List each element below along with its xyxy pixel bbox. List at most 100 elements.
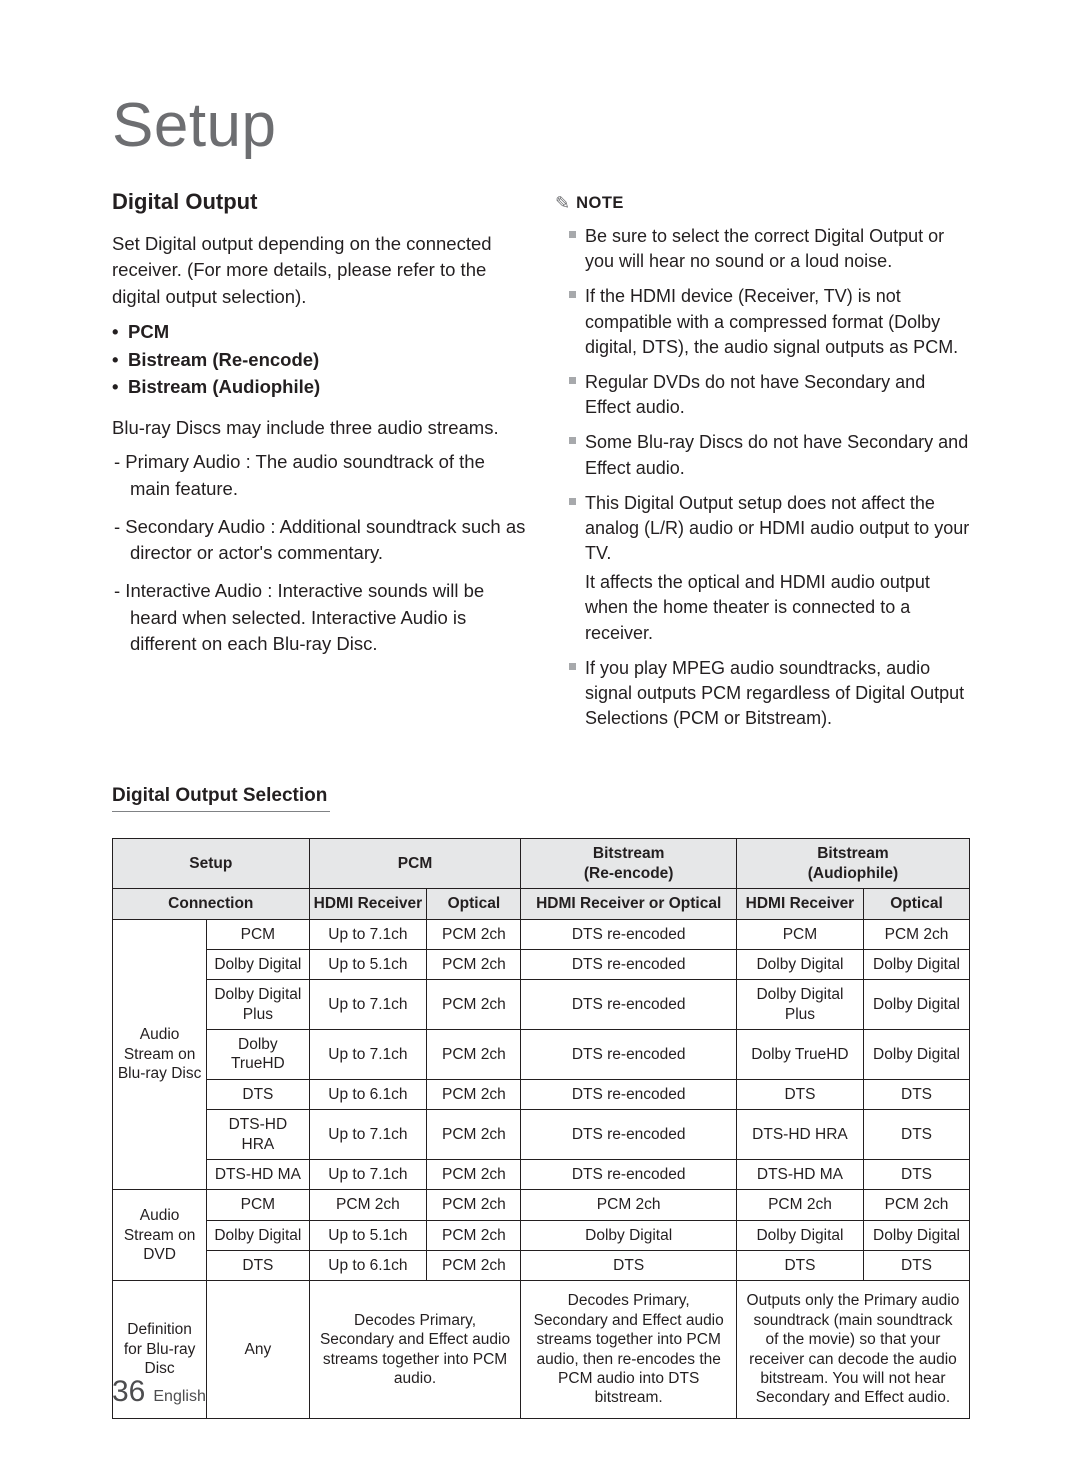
table-cell: DTS (207, 1079, 309, 1109)
table-cell: Up to 5.1ch (309, 949, 427, 979)
table-cell: PCM 2ch (427, 1159, 521, 1189)
option-list: PCM Bistream (Re-encode) Bistream (Audio… (112, 318, 527, 401)
footer: 36 English (112, 1375, 206, 1409)
note-heading: ✎ NOTE (555, 193, 970, 214)
note-continuation: It affects the optical and HDMI audio ou… (555, 570, 970, 646)
table-cell: DTS (864, 1251, 970, 1281)
left-column: Digital Output Set Digital output depend… (112, 189, 527, 741)
table-cell: Up to 7.1ch (309, 919, 427, 949)
option-item: PCM (112, 318, 527, 346)
table-row: Definition for Blu-ray DiscAnyDecodes Pr… (113, 1281, 970, 1418)
table-cell: DTS re-encoded (521, 1110, 736, 1160)
table-cell: Dolby Digital (864, 980, 970, 1030)
table-row: Dolby DigitalUp to 5.1chPCM 2chDTS re-en… (113, 949, 970, 979)
table-title: Digital Output Selection (112, 785, 327, 807)
table-body: Audio Stream on Blu-ray DiscPCMUp to 7.1… (113, 919, 970, 1418)
th-aud-hdmi: HDMI Receiver (736, 889, 863, 919)
table-cell: Dolby Digital (864, 1220, 970, 1250)
table-row: DTS-HD HRAUp to 7.1chPCM 2chDTS re-encod… (113, 1110, 970, 1160)
table-cell: Dolby TrueHD (736, 1030, 863, 1080)
table-cell: PCM 2ch (427, 1220, 521, 1250)
table-cell: Up to 7.1ch (309, 980, 427, 1030)
table-cell: PCM (207, 919, 309, 949)
title-underline (112, 811, 330, 812)
note-item: If the HDMI device (Receiver, TV) is not… (555, 284, 970, 360)
table-row: Dolby TrueHDUp to 7.1chPCM 2chDTS re-enc… (113, 1030, 970, 1080)
table-cell: PCM (736, 919, 863, 949)
table-cell: Outputs only the Primary audio soundtrac… (736, 1281, 969, 1418)
table-cell: PCM 2ch (427, 1079, 521, 1109)
table-cell: Up to 7.1ch (309, 1030, 427, 1080)
table-cell: Dolby TrueHD (207, 1030, 309, 1080)
th-bitre-conn: HDMI Receiver or Optical (521, 889, 736, 919)
th-connection: Connection (113, 889, 310, 919)
note-item: Be sure to select the correct Digital Ou… (555, 224, 970, 274)
table-cell: DTS re-encoded (521, 1030, 736, 1080)
page: Setup Digital Output Set Digital output … (0, 0, 1080, 1479)
option-item: Bistream (Re-encode) (112, 346, 527, 374)
table-row: DTS-HD MAUp to 7.1chPCM 2chDTS re-encode… (113, 1159, 970, 1189)
table-cell: PCM 2ch (864, 1190, 970, 1220)
note-item: If you play MPEG audio soundtracks, audi… (555, 656, 970, 732)
table-cell: PCM 2ch (427, 1251, 521, 1281)
stream-item: - Interactive Audio : Interactive sounds… (114, 578, 527, 657)
table-row: Dolby Digital PlusUp to 7.1chPCM 2chDTS … (113, 980, 970, 1030)
table-cell: DTS re-encoded (521, 1159, 736, 1189)
table-cell: DTS-HD MA (736, 1159, 863, 1189)
table-row: Audio Stream on Blu-ray DiscPCMUp to 7.1… (113, 919, 970, 949)
table-head: Setup PCM Bitstream(Re-encode) Bitstream… (113, 839, 970, 919)
right-column: ✎ NOTE Be sure to select the correct Dig… (555, 189, 970, 741)
section-heading: Digital Output (112, 189, 527, 215)
th-bitstream-reencode: Bitstream(Re-encode) (521, 839, 736, 889)
table-cell: Up to 7.1ch (309, 1159, 427, 1189)
th-bitstream-audiophile: Bitstream(Audiophile) (736, 839, 969, 889)
streams-intro: Blu-ray Discs may include three audio st… (112, 415, 527, 441)
table-cell: PCM 2ch (521, 1190, 736, 1220)
note-icon: ✎ (555, 193, 570, 214)
th-pcm: PCM (309, 839, 521, 889)
option-item: Bistream (Audiophile) (112, 373, 527, 401)
two-column-layout: Digital Output Set Digital output depend… (112, 189, 970, 741)
table-cell: Decodes Primary, Secondary and Effect au… (521, 1281, 736, 1418)
table-cell: Up to 7.1ch (309, 1110, 427, 1160)
note-list: Be sure to select the correct Digital Ou… (555, 224, 970, 731)
th-aud-optical: Optical (864, 889, 970, 919)
table-cell: PCM (207, 1190, 309, 1220)
table-cell: DTS (736, 1079, 863, 1109)
note-label: NOTE (576, 194, 624, 213)
stream-item: - Secondary Audio : Additional soundtrac… (114, 514, 527, 567)
table-cell: DTS (521, 1251, 736, 1281)
table-cell: Up to 6.1ch (309, 1251, 427, 1281)
table-cell: Dolby Digital (207, 1220, 309, 1250)
table-cell: PCM 2ch (309, 1190, 427, 1220)
table-row: Connection HDMI Receiver Optical HDMI Re… (113, 889, 970, 919)
table-row: Audio Stream on DVDPCMPCM 2chPCM 2chPCM … (113, 1190, 970, 1220)
table-cell: PCM 2ch (427, 980, 521, 1030)
table-cell: Dolby Digital (521, 1220, 736, 1250)
table-cell: PCM 2ch (427, 919, 521, 949)
table-cell: DTS (736, 1251, 863, 1281)
table-cell: Up to 5.1ch (309, 1220, 427, 1250)
table-cell: DTS (864, 1079, 970, 1109)
table-cell: Dolby Digital (736, 949, 863, 979)
table-cell: DTS-HD HRA (736, 1110, 863, 1160)
note-item: Regular DVDs do not have Secondary and E… (555, 370, 970, 420)
table-cell: DTS (864, 1159, 970, 1189)
stream-item: - Primary Audio : The audio soundtrack o… (114, 449, 527, 502)
table-cell: PCM 2ch (736, 1190, 863, 1220)
table-cell: Decodes Primary, Secondary and Effect au… (309, 1281, 521, 1418)
th-setup: Setup (113, 839, 310, 889)
table-cell: Any (207, 1281, 309, 1418)
note-item: This Digital Output setup does not affec… (555, 491, 970, 567)
table-cell: DTS-HD HRA (207, 1110, 309, 1160)
language-label: English (153, 1388, 205, 1406)
table-cell: Dolby Digital Plus (736, 980, 863, 1030)
table-cell: PCM 2ch (427, 1110, 521, 1160)
page-title: Setup (112, 90, 970, 161)
group-label-cell: Audio Stream on Blu-ray Disc (113, 919, 207, 1190)
table-cell: Up to 6.1ch (309, 1079, 427, 1109)
table-cell: Dolby Digital (864, 1030, 970, 1080)
table-cell: DTS-HD MA (207, 1159, 309, 1189)
th-pcm-hdmi: HDMI Receiver (309, 889, 427, 919)
table-row: Dolby DigitalUp to 5.1chPCM 2chDolby Dig… (113, 1220, 970, 1250)
